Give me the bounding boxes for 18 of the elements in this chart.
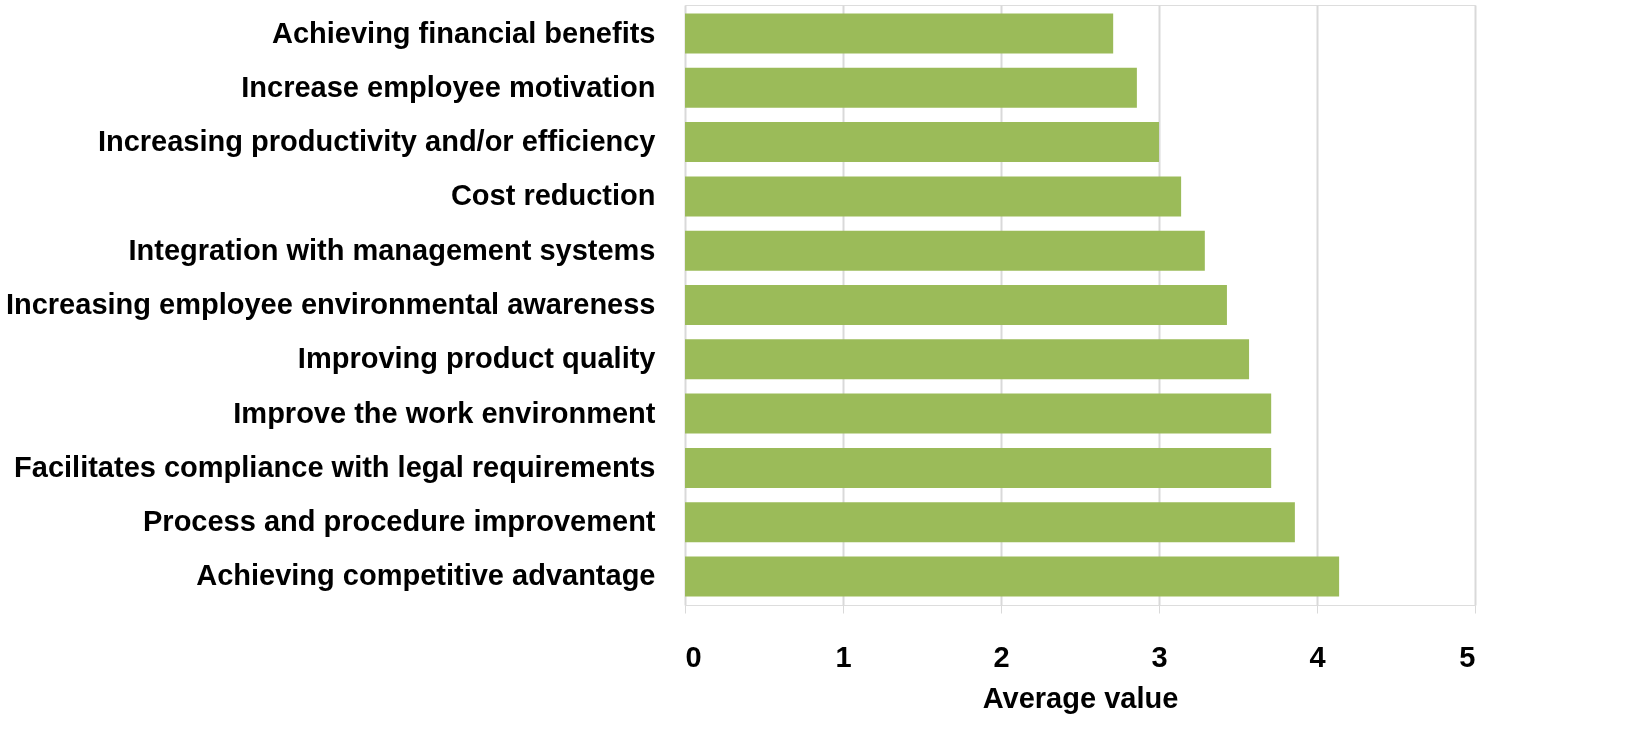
x-tick-label: 0 <box>685 640 702 673</box>
x-tick-label: 1 <box>835 640 852 673</box>
y-tick-label: Integration with management systems <box>128 233 656 266</box>
y-tick-label: Improving product quality <box>297 342 656 375</box>
x-tick-label: 3 <box>1151 640 1168 673</box>
x-tick-label: 2 <box>993 640 1010 673</box>
y-tick-label: Increasing productivity and/or efficiency <box>97 125 656 158</box>
y-tick-label: Cost reduction <box>450 179 656 212</box>
y-tick-label: Process and procedure improvement <box>143 505 656 538</box>
y-tick-label: Achieving competitive advantage <box>196 559 656 592</box>
y-tick-label: Improve the work environment <box>233 396 656 429</box>
y-tick-label: Facilitates compliance with legal requirements <box>14 450 656 483</box>
y-tick-label: Increasing employee environmental awareness <box>5 288 656 320</box>
x-tick-label: 4 <box>1309 640 1326 673</box>
y-tick-label: Increase employee motivation <box>241 70 656 103</box>
x-tick-label: 5 <box>1459 640 1476 673</box>
y-tick-label: Achieving financial benefits <box>271 16 656 49</box>
x-axis-title: Average value <box>982 681 1179 714</box>
